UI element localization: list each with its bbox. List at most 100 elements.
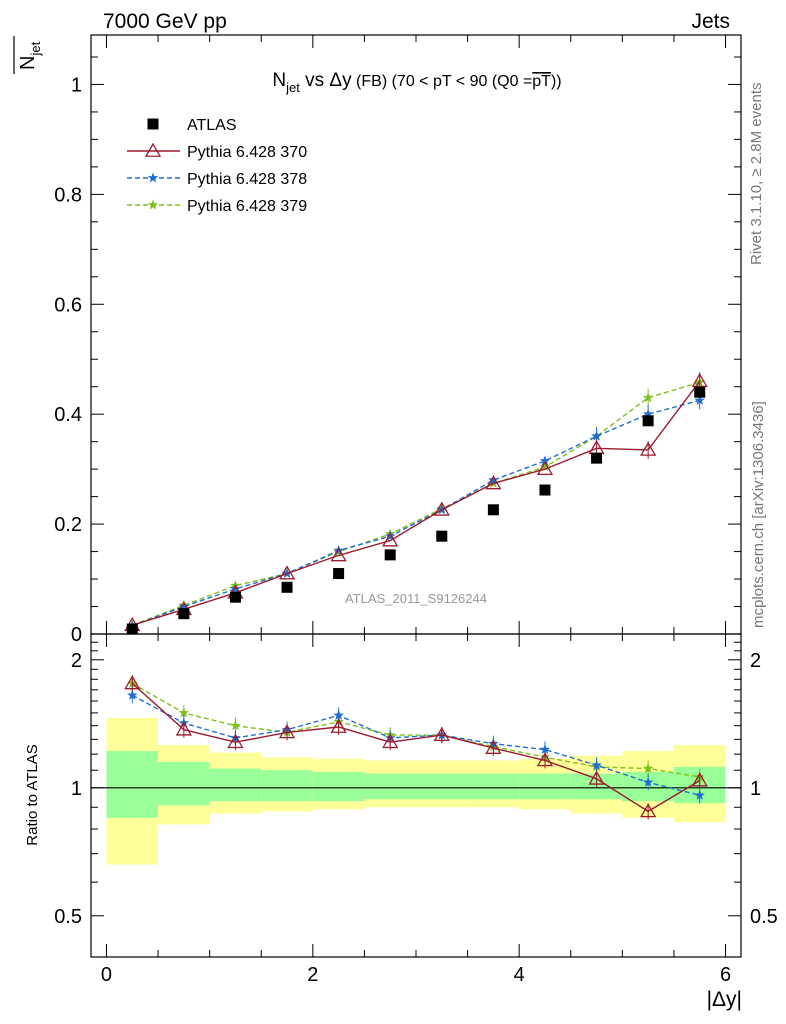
legend-label: Pythia 6.428 370	[187, 144, 307, 161]
ratio-data-point	[178, 707, 190, 718]
band-inner	[312, 771, 365, 802]
y-tick-label: 1	[71, 74, 82, 96]
ratio-data-point	[433, 726, 450, 742]
x-tick-label: 4	[514, 964, 525, 986]
y-tick-label: 0.6	[54, 294, 82, 316]
data-point	[382, 532, 399, 547]
band-inner	[261, 770, 313, 802]
legend-marker	[144, 142, 162, 157]
data-point	[640, 441, 657, 456]
data-point	[178, 601, 190, 611]
ratio-data-point	[642, 776, 654, 787]
ratio-data-point	[127, 689, 138, 700]
ratio-data-point	[382, 733, 399, 749]
data-point	[126, 623, 138, 635]
ratio-data-point	[591, 759, 602, 770]
data-point	[178, 608, 190, 620]
data-point	[694, 394, 705, 405]
ratio-data-point	[691, 772, 708, 787]
data-point	[539, 461, 551, 472]
title-detail-end: ))	[551, 73, 562, 90]
ratio-series-line	[131, 682, 701, 813]
ratio-data-point	[124, 675, 141, 690]
ratio-y-tick-label: 2	[750, 650, 761, 672]
data-point	[330, 547, 347, 562]
ratio-y-tick-label: 0.5	[54, 906, 82, 928]
band-inner	[106, 751, 159, 818]
ratio-y-tick-label: 2	[71, 650, 82, 672]
data-point	[488, 474, 499, 485]
ratio-panel: 0 2 4 6 0.5 0.5 1 1 2 2	[54, 633, 778, 986]
data-point	[230, 583, 241, 594]
series-line	[132, 399, 700, 627]
title-detail-overline: pT	[532, 73, 551, 90]
legend-entry: Pythia 6.428 379	[127, 198, 307, 215]
y-axis-label-bottom: Ratio to ATLAS	[24, 744, 41, 845]
ratio-uncertainty-bands	[106, 717, 726, 865]
ratio-data-point	[333, 709, 344, 720]
data-point	[694, 386, 706, 398]
legend-entry: ATLAS	[147, 117, 237, 134]
band-inner	[209, 768, 262, 802]
band-inner	[158, 761, 210, 806]
ratio-series-line	[131, 682, 700, 778]
data-point	[333, 544, 344, 555]
analysis-watermark: ATLAS_2011_S9126244	[345, 591, 487, 606]
ratio-y-tick-label: 0.5	[750, 906, 778, 928]
ratio-data-point	[694, 789, 705, 800]
svg-text:Njet: Njet	[17, 41, 43, 70]
x-tick-label: 6	[720, 964, 731, 986]
data-point	[278, 565, 296, 580]
ratio-data-point	[536, 752, 554, 767]
title-main: N	[272, 70, 286, 91]
data-point	[591, 430, 602, 441]
legend-label: Pythia 6.428 378	[187, 171, 307, 188]
data-point	[591, 452, 603, 464]
data-point	[384, 530, 396, 541]
title-detail: (FB) (70 < pT < 90 (Q0 =	[352, 73, 533, 90]
header-right: Jets	[691, 10, 730, 33]
legend-label: Pythia 6.428 379	[187, 198, 307, 215]
ratio-data-point	[227, 733, 244, 749]
y-tick-label: 0	[71, 624, 82, 646]
legend-label: ATLAS	[187, 117, 237, 134]
ratio-series-line	[131, 694, 700, 796]
title-vs: vs Δy	[300, 70, 352, 91]
band-inner	[519, 773, 571, 800]
data-point	[642, 392, 654, 403]
rivet-label: Rivet 3.1.10, ≥ 2.8M events	[748, 83, 765, 266]
band-inner	[364, 773, 416, 800]
data-point	[485, 475, 502, 490]
ratio-y-tick-label: 1	[750, 778, 761, 800]
x-axis-label: |Δy|	[707, 988, 742, 1011]
main-panel: 0 0.2 0.4 0.6 0.8 1	[54, 34, 742, 646]
ratio-data-point	[278, 724, 296, 739]
data-point	[642, 408, 654, 419]
data-point	[333, 568, 345, 580]
ylabel-top-sub: jet	[28, 41, 43, 56]
ratio-data-point	[175, 721, 192, 736]
ratio-data-point	[588, 770, 605, 785]
header-left: 7000 GeV pp	[103, 10, 227, 33]
ratio-data-point	[539, 744, 551, 755]
data-point	[436, 530, 448, 542]
ylabel-top-main: N	[17, 56, 39, 70]
series-layer	[124, 372, 708, 820]
legend-entry: Pythia 6.428 370	[127, 142, 307, 161]
data-point	[384, 549, 396, 561]
data-point	[539, 455, 551, 466]
data-point	[536, 460, 554, 476]
legend-marker	[147, 199, 159, 210]
data-point	[433, 501, 450, 516]
x-tick-label: 0	[101, 964, 112, 986]
data-point	[229, 591, 241, 603]
ratio-data-point	[485, 739, 502, 754]
legend-marker	[147, 172, 159, 183]
ratio-data-point	[642, 763, 654, 773]
y-tick-label: 0.2	[54, 514, 82, 536]
data-point	[487, 504, 499, 516]
y-tick-label: 0.4	[54, 404, 82, 426]
series-line	[132, 381, 700, 626]
ratio-data-point	[640, 803, 657, 818]
